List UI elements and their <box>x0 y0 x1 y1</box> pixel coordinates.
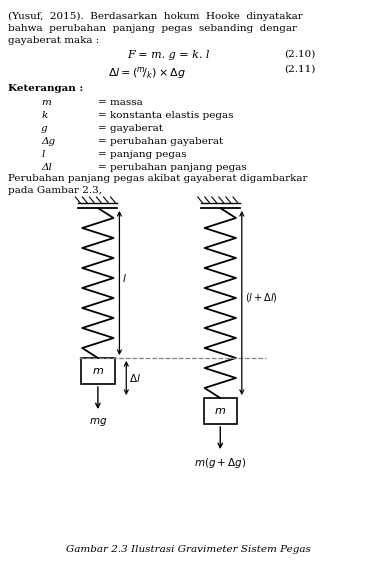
Text: (2.11): (2.11) <box>284 65 315 74</box>
Text: pada Gambar 2.3,: pada Gambar 2.3, <box>8 186 102 195</box>
Text: g: g <box>41 124 48 133</box>
Text: = perubahan panjang pegas: = perubahan panjang pegas <box>98 163 247 172</box>
Text: $m$: $m$ <box>214 406 226 416</box>
Text: m: m <box>41 98 51 107</box>
Text: $l$: $l$ <box>122 272 127 284</box>
Text: Δl: Δl <box>41 163 52 172</box>
Text: $\Delta l$: $\Delta l$ <box>129 372 141 384</box>
Text: = gayaberat: = gayaberat <box>98 124 163 133</box>
Text: $m$: $m$ <box>92 366 104 376</box>
Text: Keterangan :: Keterangan : <box>8 84 83 93</box>
Text: (Yusuf,  2015).  Berdasarkan  hokum  Hooke  dinyatakar: (Yusuf, 2015). Berdasarkan hokum Hooke d… <box>8 12 303 21</box>
Text: Gambar 2.3 Ilustrasi Gravimeter Sistem Pegas: Gambar 2.3 Ilustrasi Gravimeter Sistem P… <box>66 545 310 554</box>
Text: $\Delta l = (^m\!/_k) \times \Delta g$: $\Delta l = (^m\!/_k) \times \Delta g$ <box>108 65 185 81</box>
Text: Δg: Δg <box>41 137 55 146</box>
Text: = panjang pegas: = panjang pegas <box>98 150 186 159</box>
Text: $m(g+\Delta g)$: $m(g+\Delta g)$ <box>194 456 247 470</box>
Text: = massa: = massa <box>98 98 142 107</box>
Text: = perubahan gayaberat: = perubahan gayaberat <box>98 137 223 146</box>
Text: $(l+\Delta l)$: $(l+\Delta l)$ <box>245 292 278 305</box>
Text: (2.10): (2.10) <box>284 50 315 59</box>
Text: bahwa  perubahan  panjang  pegas  sebanding  dengar: bahwa perubahan panjang pegas sebanding … <box>8 24 297 33</box>
Text: l: l <box>41 150 45 159</box>
FancyBboxPatch shape <box>204 398 237 424</box>
Text: $mg$: $mg$ <box>89 416 107 428</box>
FancyBboxPatch shape <box>81 358 114 384</box>
Text: k: k <box>41 111 47 120</box>
Text: F = m. g = k. l: F = m. g = k. l <box>127 50 210 60</box>
Text: gayaberat maka :: gayaberat maka : <box>8 36 99 45</box>
Text: Perubahan panjang pegas akibat gayaberat digambarkar: Perubahan panjang pegas akibat gayaberat… <box>8 174 307 183</box>
Text: = konstanta elastis pegas: = konstanta elastis pegas <box>98 111 233 120</box>
